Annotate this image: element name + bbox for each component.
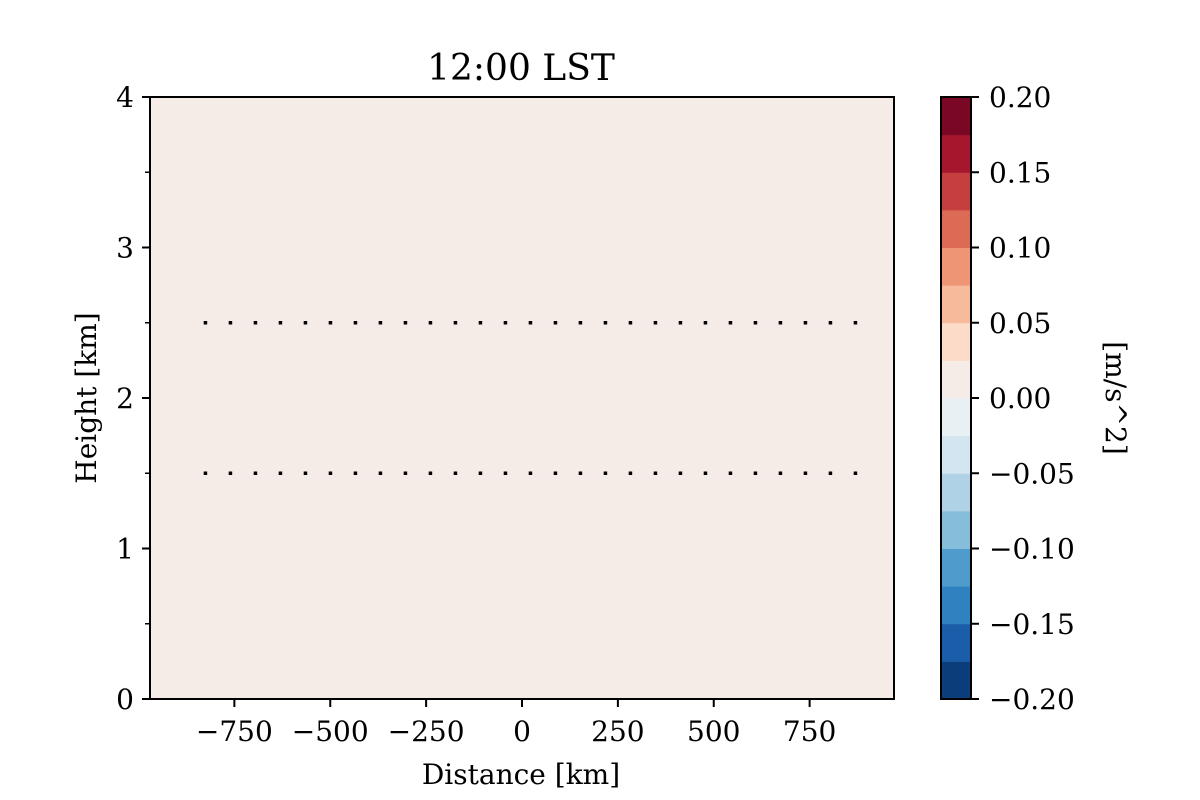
y-tick-label: 0	[116, 683, 134, 716]
colorbar-tick-label: −0.10	[989, 533, 1075, 566]
colorbar-tick-label: 0.10	[989, 232, 1051, 265]
plot-field	[150, 97, 894, 699]
colorbar-label: [m/s^2]	[1099, 341, 1132, 454]
colorbar-level	[941, 473, 971, 512]
colorbar-level	[941, 548, 971, 587]
y-tick-label: 4	[116, 81, 134, 114]
colorbar-level	[941, 134, 971, 173]
colorbar-level	[941, 586, 971, 625]
x-axis: −750 −500 −250 0 250 500 750	[196, 699, 836, 748]
x-tick-label: 500	[687, 715, 740, 748]
x-tick-label: 250	[591, 715, 644, 748]
x-tick-label: 750	[783, 715, 836, 748]
colorbar-ticks: 0.20 0.15 0.10 0.05 0.00 −0.05 −0.10 −0.15 −0.20	[971, 81, 1075, 716]
x-tick-label: −250	[388, 715, 465, 748]
colorbar-level	[941, 247, 971, 286]
colorbar-level	[941, 661, 971, 700]
y-tick-label: 2	[116, 382, 134, 415]
chart-title: 12:00 LST	[427, 48, 615, 89]
y-axis: 0 1 2 3 4	[116, 81, 150, 716]
x-axis-label: Distance [km]	[422, 758, 620, 791]
colorbar: 0.20 0.15 0.10 0.05 0.00 −0.05 −0.10 −0.15 −0.20…	[940, 81, 1132, 716]
plot-area	[149, 96, 895, 700]
x-tick-label: 0	[513, 715, 531, 748]
colorbar-level	[941, 398, 971, 437]
colorbar-tick-label: 0.20	[989, 81, 1051, 114]
colorbar-tick-label: −0.15	[989, 608, 1075, 641]
colorbar-tick-label: 0.00	[989, 382, 1051, 415]
colorbar-tick-label: −0.05	[989, 457, 1075, 490]
colorbar-level	[941, 510, 971, 549]
y-tick-label: 1	[116, 533, 134, 566]
colorbar-level	[941, 97, 971, 136]
colorbar-level	[941, 172, 971, 211]
y-axis-label: Height [km]	[70, 312, 103, 483]
colorbar-level	[941, 435, 971, 474]
colorbar-level	[941, 623, 971, 662]
colorbar-level	[941, 360, 971, 399]
colorbar-level	[941, 322, 971, 361]
colorbar-tick-label: 0.15	[989, 156, 1051, 189]
y-tick-label: 3	[116, 232, 134, 265]
colorbar-tick-label: −0.20	[989, 683, 1075, 716]
colorbar-tick-label: 0.05	[989, 307, 1051, 340]
colorbar-level	[941, 209, 971, 248]
x-tick-label: −500	[292, 715, 369, 748]
x-tick-label: −750	[196, 715, 273, 748]
colorbar-level	[941, 285, 971, 324]
colorbar-levels	[941, 97, 971, 700]
